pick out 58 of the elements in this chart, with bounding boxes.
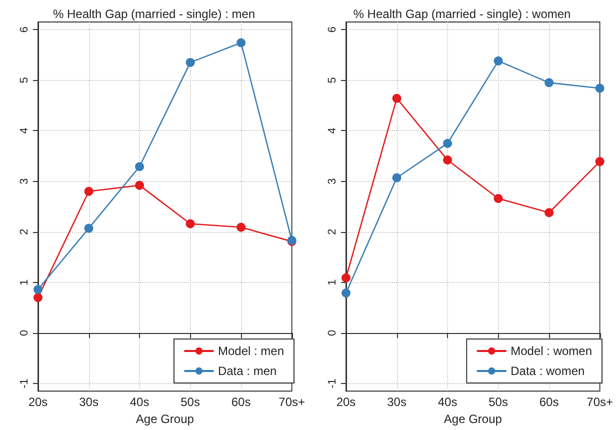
point — [84, 224, 94, 233]
x-tick-label: 50s — [488, 395, 508, 410]
x-axis-title: Age Group — [136, 412, 194, 426]
point — [186, 219, 195, 228]
point — [236, 222, 246, 232]
y-tick-label: 4 — [326, 128, 338, 134]
y-tick-label: 5 — [326, 77, 338, 84]
point — [84, 186, 94, 196]
x-tick-label: 40s — [438, 395, 458, 410]
y-tick-label: -1 — [18, 378, 30, 388]
y-tick-label: 4 — [18, 128, 30, 134]
point — [392, 94, 402, 103]
point — [135, 180, 144, 190]
x-tick-label: 60s — [539, 395, 559, 410]
x-tick-label: 70s+ — [278, 395, 305, 410]
x-tick-label: 50s — [180, 395, 200, 410]
point — [494, 194, 503, 203]
point — [34, 284, 42, 294]
point — [595, 157, 604, 166]
chart-title: % Health Gap (married - single) : men — [52, 7, 256, 21]
x-tick-label: 60s — [231, 395, 251, 410]
x-tick-label: 20s — [28, 395, 48, 410]
x-axis-title: Age Group — [444, 412, 502, 426]
y-tick-label: 2 — [18, 228, 30, 235]
y-tick-label: 5 — [18, 77, 30, 84]
legend-label: Data : women — [510, 364, 585, 378]
point — [135, 162, 144, 172]
x-tick-label: 30s — [79, 395, 98, 410]
point — [186, 58, 195, 67]
point — [236, 38, 246, 48]
y-tick-label: -1 — [326, 378, 338, 388]
legend-label: Model : women — [510, 344, 592, 358]
y-tick-label: 6 — [326, 26, 338, 33]
chart-title: % Health Gap (married - single) : women — [353, 7, 571, 21]
legend-label: Data : men — [218, 364, 277, 378]
y-tick-label: 6 — [18, 26, 30, 33]
point — [34, 293, 42, 302]
x-tick-label: 70s+ — [586, 395, 613, 410]
point — [342, 273, 350, 282]
y-tick-label: 1 — [18, 279, 30, 286]
point — [595, 84, 604, 93]
legend-label: Model : men — [218, 344, 284, 358]
y-tick-label: 3 — [18, 178, 30, 184]
y-tick-label: 0 — [326, 330, 338, 336]
point — [544, 78, 554, 88]
y-tick-label: 3 — [326, 178, 338, 184]
y-tick-label: 2 — [326, 228, 338, 235]
point — [494, 56, 503, 66]
y-tick-label: 1 — [326, 279, 338, 286]
point — [443, 156, 452, 165]
point — [342, 288, 350, 298]
y-tick-label: 0 — [18, 330, 30, 336]
x-tick-label: 30s — [387, 395, 406, 410]
x-tick-label: 40s — [130, 395, 150, 410]
point — [544, 208, 554, 218]
point — [392, 173, 402, 182]
x-tick-label: 20s — [336, 395, 356, 410]
point — [443, 138, 452, 148]
